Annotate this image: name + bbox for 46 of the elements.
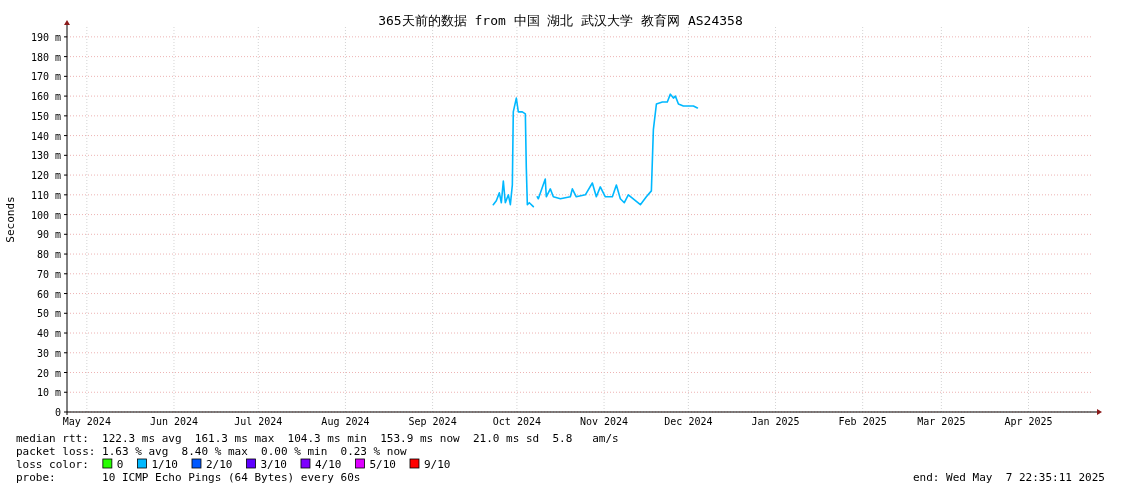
x-tick-label: Nov 2024 <box>579 416 629 427</box>
y-tick-label: 150 m <box>30 110 61 122</box>
y-tick-label: 50 m <box>36 308 61 320</box>
x-tick-label: Mar 2025 <box>917 416 966 427</box>
x-tick-label: Feb 2025 <box>838 416 887 427</box>
text: end: Wed May 7 22:35:11 2025 <box>912 471 1105 484</box>
y-tick-label: 120 m <box>30 170 61 182</box>
y-tick-label: 30 m <box>36 347 61 359</box>
x-tick-label: Jan 2025 <box>751 416 800 427</box>
y-tick-label: 0 <box>54 407 61 418</box>
y-tick-label: 60 m <box>36 288 61 300</box>
x-tick-label: Jun 2024 <box>149 416 199 427</box>
x-tick-label: Jul 2024 <box>234 416 283 427</box>
y-tick-label: 90 m <box>36 229 61 241</box>
y-axis-title: Seconds <box>4 196 17 243</box>
y-tick-label: 180 m <box>30 51 61 63</box>
text: packet loss: 1.63 % avg 8.40 % max 0.00 % min 0.23 % now <box>16 445 408 458</box>
legend-label: 4/10 <box>314 458 342 471</box>
y-tick-label: 10 m <box>36 387 61 399</box>
y-tick-label: 100 m <box>30 209 61 221</box>
legend-label: 5/10 <box>369 458 396 471</box>
x-tick-label: Aug 2024 <box>321 416 370 427</box>
text: median rtt: 122.3 ms avg 161.3 ms max 104.3 ms min 153.9 ms now 21.0 ms sd 5.8 am/s <box>16 432 619 445</box>
x-tick-label: Sep 2024 <box>408 416 457 427</box>
chart-title: 365天前的数据 from 中国 湖北 武汉大学 教育网 AS24358 <box>378 13 743 28</box>
y-tick-label: 110 m <box>30 189 61 201</box>
x-tick-label: Dec 2024 <box>664 416 713 427</box>
legend-title: loss color: <box>16 458 89 471</box>
y-tick-label: 130 m <box>30 150 61 162</box>
y-tick-label: 170 m <box>30 71 61 83</box>
y-tick-label: 190 m <box>30 31 61 43</box>
x-tick-label: May 2024 <box>62 416 111 427</box>
x-tick-label: Oct 2024 <box>492 416 542 427</box>
text: probe: 10 ICMP Echo Pings (64 Bytes) every 60s <box>16 471 361 484</box>
y-tick-label: 20 m <box>36 367 61 379</box>
x-tick-label: Apr 2025 <box>1004 416 1053 427</box>
y-tick-label: 80 m <box>36 249 61 261</box>
legend-label: 3/10 <box>260 458 287 471</box>
legend-label: 9/10 <box>423 458 451 471</box>
y-tick-label: 40 m <box>36 328 61 340</box>
y-tick-label: 160 m <box>30 91 61 103</box>
legend-label: 0 <box>116 458 124 471</box>
y-tick-label: 70 m <box>36 268 61 280</box>
legend-label: 2/10 <box>205 458 233 471</box>
legend-label: 1/10 <box>151 458 178 471</box>
y-tick-label: 140 m <box>30 130 61 142</box>
